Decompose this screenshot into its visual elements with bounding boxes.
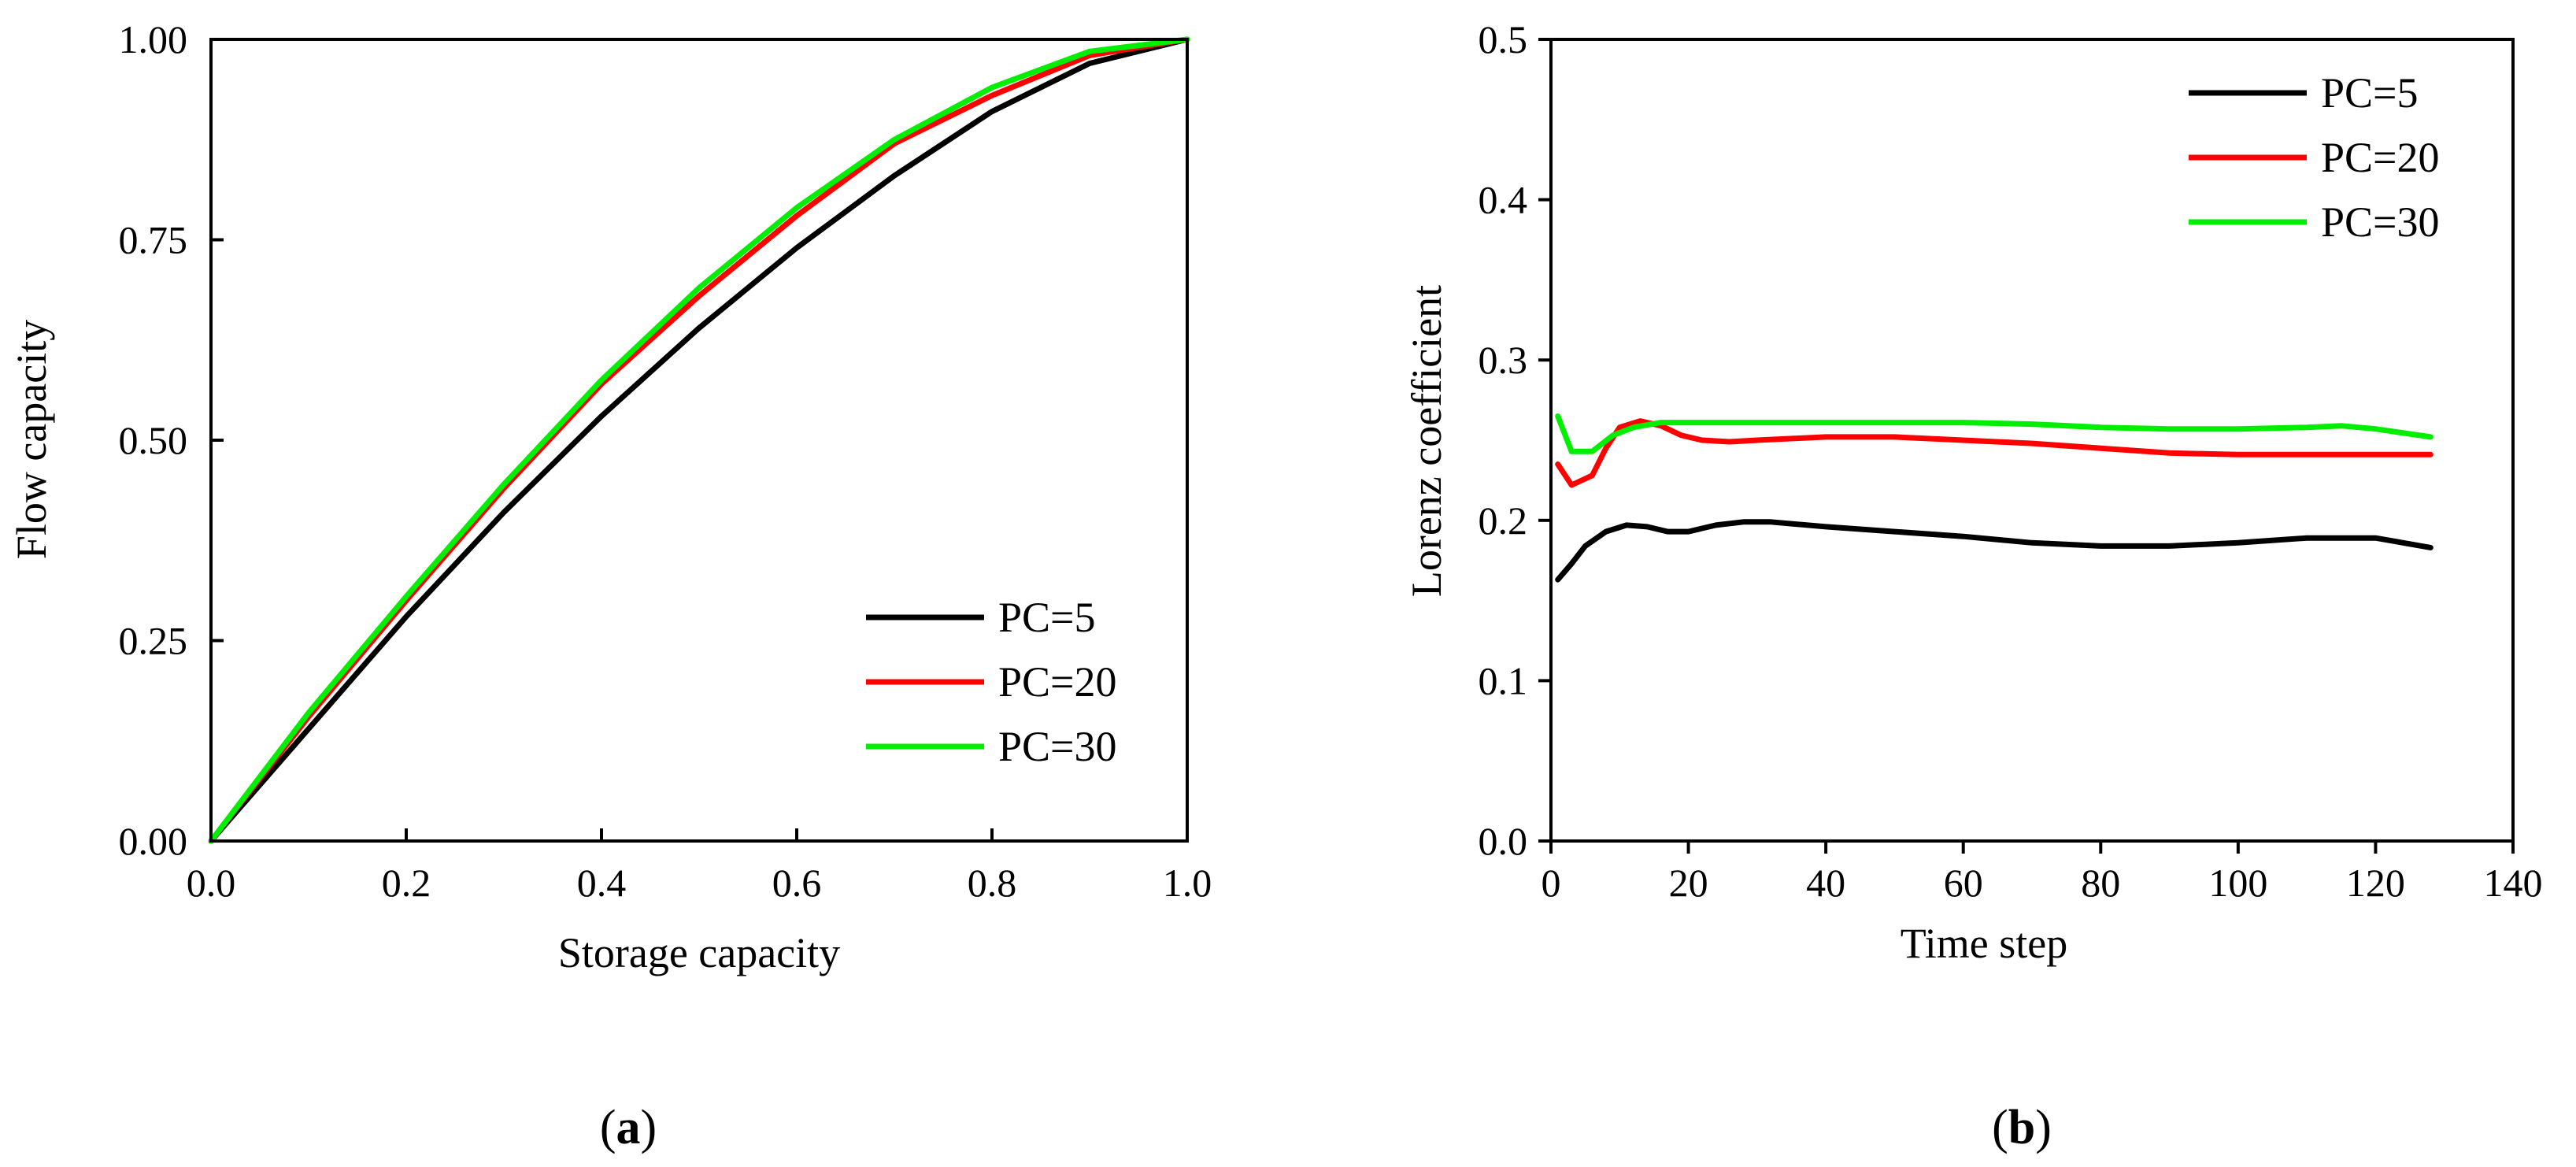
chart-b-frame bbox=[1549, 38, 2515, 843]
legend-label: PC=30 bbox=[2321, 198, 2440, 246]
chart-a-series bbox=[208, 36, 1190, 844]
chart-a-xtick-label: 0.4 bbox=[577, 861, 627, 905]
chart-a-xtick-label: 0.8 bbox=[968, 861, 1017, 905]
chart-b-xtick-label: 120 bbox=[2346, 861, 2405, 905]
panel-label-a-open: ( bbox=[600, 1101, 616, 1154]
panel-label-a-letter: a bbox=[616, 1101, 641, 1154]
chart-a: Flow capacity Storage capacity 0.0 0.2 0.4… bbox=[8, 17, 1212, 976]
legend-label: PC=20 bbox=[998, 658, 1117, 706]
chart-b-series bbox=[1555, 413, 2434, 583]
chart-a-ytick-label: 0.00 bbox=[119, 819, 188, 863]
chart-b-ytick-label: 0.0 bbox=[1479, 819, 1528, 863]
chart-b-xtick-label: 20 bbox=[1669, 861, 1708, 905]
chart-a-xtick-labels: 0.0 0.2 0.4 0.6 0.8 1.0 bbox=[187, 861, 1212, 905]
chart-b: Lorenz coefficient Time step 0 20 40 60 80 10… bbox=[1403, 17, 2543, 967]
chart-a-legend: PC=5 PC=20 PC=30 bbox=[866, 594, 1117, 770]
legend-label: PC=5 bbox=[998, 594, 1096, 641]
chart-b-xtick-label: 100 bbox=[2208, 861, 2267, 905]
chart-a-ytick-label: 0.25 bbox=[119, 619, 188, 663]
series-line-pc-20 bbox=[208, 36, 1190, 844]
chart-b-ytick-label: 0.4 bbox=[1479, 178, 1528, 222]
chart-a-xtick-label: 0.6 bbox=[772, 861, 822, 905]
panel-label-a-close: ) bbox=[641, 1101, 657, 1154]
chart-b-ylabel: Lorenz coefficient bbox=[1403, 285, 1450, 597]
panel-label-b-open: ( bbox=[1992, 1101, 2008, 1154]
panel-label-b-letter: b bbox=[2008, 1101, 2035, 1154]
chart-a-xlabel: Storage capacity bbox=[558, 929, 840, 976]
series-line-pc-30 bbox=[1555, 413, 2434, 454]
legend-label: PC=20 bbox=[2321, 134, 2440, 181]
panel-label-b-close: ) bbox=[2035, 1101, 2052, 1154]
chart-b-ticks bbox=[1538, 38, 2515, 854]
chart-b-xlabel: Time step bbox=[1901, 920, 2068, 967]
chart-b-xtick-label: 80 bbox=[2081, 861, 2120, 905]
chart-a-xtick-label: 0.0 bbox=[187, 861, 236, 905]
series-line-pc-30 bbox=[208, 36, 1190, 844]
chart-a-xtick-label: 1.0 bbox=[1163, 861, 1212, 905]
chart-b-xtick-label: 40 bbox=[1806, 861, 1845, 905]
chart-b-xtick-label: 140 bbox=[2484, 861, 2543, 905]
chart-b-xtick-label: 60 bbox=[1944, 861, 1983, 905]
chart-a-ytick-labels: 0.00 0.25 0.50 0.75 1.00 bbox=[119, 17, 188, 863]
chart-b-ytick-labels: 0.0 0.1 0.2 0.3 0.4 0.5 bbox=[1479, 17, 1528, 863]
panel-label-b: (b) bbox=[1992, 1101, 2052, 1154]
chart-b-xtick-label: 0 bbox=[1542, 861, 1561, 905]
series-line-pc-5 bbox=[1555, 519, 2434, 583]
legend-label: PC=30 bbox=[998, 723, 1117, 770]
panel-label-a: (a) bbox=[600, 1101, 657, 1154]
chart-a-ylabel: Flow capacity bbox=[8, 320, 55, 559]
chart-b-ytick-label: 0.2 bbox=[1479, 498, 1528, 543]
legend-label: PC=5 bbox=[2321, 69, 2419, 117]
chart-b-ytick-label: 0.5 bbox=[1479, 17, 1528, 61]
chart-b-ytick-label: 0.3 bbox=[1479, 338, 1528, 382]
chart-a-ytick-label: 1.00 bbox=[119, 17, 188, 61]
chart-b-ytick-label: 0.1 bbox=[1479, 658, 1528, 702]
series-line-pc-5 bbox=[208, 36, 1190, 844]
chart-a-ytick-label: 0.50 bbox=[119, 418, 188, 462]
chart-a-xtick-label: 0.2 bbox=[382, 861, 431, 905]
chart-b-xtick-labels: 0 20 40 60 80 100 120 140 bbox=[1542, 861, 2543, 905]
chart-a-ytick-label: 0.75 bbox=[119, 218, 188, 262]
chart-a-frame bbox=[209, 38, 1189, 843]
chart-a-ticks bbox=[209, 38, 1189, 843]
series-line-pc-20 bbox=[1555, 418, 2434, 488]
chart-b-legend: PC=5 PC=20 PC=30 bbox=[2189, 69, 2440, 246]
